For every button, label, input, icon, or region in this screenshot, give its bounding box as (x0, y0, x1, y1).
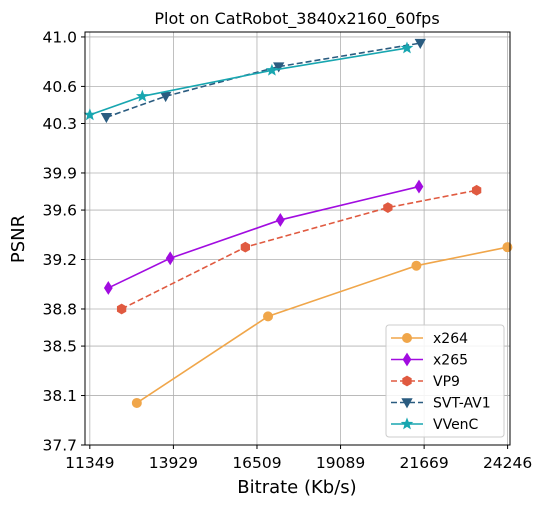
legend-label-svt-av1: SVT-AV1 (433, 396, 491, 412)
y-tick-label: 41.0 (42, 28, 77, 46)
series-x264 (131, 242, 513, 408)
x-tick-label: 19089 (316, 454, 365, 472)
plot-frame (84, 31, 511, 446)
series-line-svt-av1 (106, 42, 421, 119)
legend-marker-x265 (402, 352, 412, 367)
data-point-svt-av1 (414, 38, 426, 49)
data-point-svt-av1 (160, 91, 172, 103)
data-point-x264 (411, 260, 422, 271)
series-line-vvenc (89, 47, 408, 116)
legend-marker-vvenc (400, 417, 414, 430)
data-point-vvenc (136, 89, 149, 102)
x-tick-label: 11349 (65, 454, 114, 472)
legend-marker-x264 (402, 333, 412, 343)
data-point-x265 (165, 251, 175, 266)
data-point-x264 (131, 397, 142, 408)
y-axis-label: PSNR (8, 215, 29, 263)
data-point-vp9 (116, 303, 127, 315)
legend-box (385, 324, 505, 438)
y-tick-label: 39.6 (42, 202, 77, 220)
data-point-vvenc (400, 41, 414, 54)
legend-label-vvenc: VVenC (433, 417, 479, 433)
data-point-x265 (103, 281, 113, 295)
y-tick-label: 38.8 (42, 300, 77, 318)
y-tick-label: 39.9 (42, 164, 77, 182)
series-vp9 (116, 184, 482, 315)
y-tick-label: 37.7 (42, 437, 77, 455)
data-point-vvenc (265, 63, 279, 76)
data-point-x264 (263, 311, 274, 322)
series-line-x265 (107, 185, 420, 289)
data-point-svt-av1 (100, 113, 113, 124)
x-axis-label: Bitrate (Kb/s) (237, 477, 356, 498)
series-line-x264 (136, 246, 508, 404)
data-point-vvenc (83, 108, 97, 121)
series-x265 (103, 179, 424, 295)
y-tick-label: 40.3 (42, 115, 77, 133)
y-tick-label: 40.6 (42, 78, 77, 96)
x-tick-label: 21669 (399, 454, 448, 472)
data-point-vp9 (240, 241, 251, 253)
plot-series (83, 38, 513, 408)
series-vvenc (83, 41, 414, 121)
legend-marker-svt-av1 (401, 398, 413, 409)
legend-label-x265: x265 (433, 353, 468, 369)
legend-marker-vp9 (402, 375, 412, 387)
data-point-vp9 (471, 184, 482, 196)
x-tick-label: 16509 (232, 454, 281, 472)
data-point-vp9 (383, 202, 393, 213)
x-tick-label: 24246 (483, 454, 532, 472)
data-point-x265 (275, 213, 285, 227)
chart-title: Plot on CatRobot_3840x2160_60fps (154, 9, 439, 29)
y-tick-label: 38.1 (42, 387, 77, 405)
y-tick-label: 39.2 (42, 251, 77, 269)
x-tick-label: 13929 (149, 454, 198, 472)
y-tick-label: 38.5 (42, 338, 77, 356)
data-point-x264 (502, 242, 513, 253)
data-point-svt-av1 (273, 62, 285, 73)
legend-label-x264: x264 (433, 331, 468, 347)
series-line-vp9 (121, 189, 477, 310)
legend-label-vp9: VP9 (433, 374, 460, 390)
axis-ticks: 11349 13929 16509 19089 21669 24246 37.7 38.1 38… (42, 28, 532, 472)
grid (85, 32, 510, 446)
data-point-x265 (414, 179, 424, 194)
series-svt-av1 (100, 38, 426, 124)
legend: x264 x265 VP9 SVT-AV1 VVenC (385, 324, 505, 438)
